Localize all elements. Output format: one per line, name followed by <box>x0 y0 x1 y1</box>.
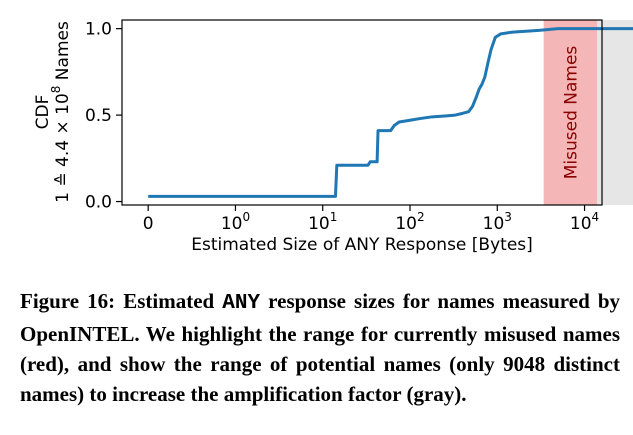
x-tick-label: 104 <box>570 210 599 234</box>
y-axis-title-line1: CDF <box>33 95 53 130</box>
x-tick-label: 103 <box>483 210 512 234</box>
y-tick-label: 0.0 <box>85 193 112 213</box>
caption-code: ANY <box>222 292 261 315</box>
caption-lead: Figure 16: Estimated <box>20 289 223 313</box>
y-tick-label: 1.0 <box>85 20 112 40</box>
figure-caption: Figure 16: Estimated ANY response sizes … <box>20 286 620 409</box>
cdf-line-0 <box>148 27 633 198</box>
band-potential <box>597 20 633 205</box>
x-tick-label: 0 <box>143 214 154 234</box>
y-axis: 0.0 0.5 1.0 <box>85 20 122 213</box>
x-tick-label: 102 <box>395 210 424 234</box>
x-tick-label: 100 <box>221 210 250 234</box>
cdf-series <box>148 27 633 198</box>
caption-rest: response sizes for names measured by Ope… <box>20 289 620 406</box>
x-tick-label: 101 <box>308 210 337 234</box>
y-axis-title-line2: 1 ≙ 4.4 × 108 Names <box>49 21 73 203</box>
x-axis-title: Estimated Size of ANY Response [Bytes] <box>191 235 533 255</box>
y-tick-label: 0.5 <box>85 106 112 126</box>
cdf-chart: Misused NamesPotential Names 0 100 101 102 1… <box>33 19 633 255</box>
plot-frame <box>121 19 603 206</box>
band-misused <box>543 20 598 205</box>
x-axis: 0100101102103104105 <box>143 205 599 234</box>
y-axis-title-exponent: 8 <box>49 86 63 94</box>
y-axis-title: CDF 1 ≙ 4.4 × 108 Names <box>33 21 73 203</box>
highlight-bands: Misused NamesPotential Names <box>543 20 633 205</box>
band-label-misused: Misused Names <box>561 46 581 180</box>
